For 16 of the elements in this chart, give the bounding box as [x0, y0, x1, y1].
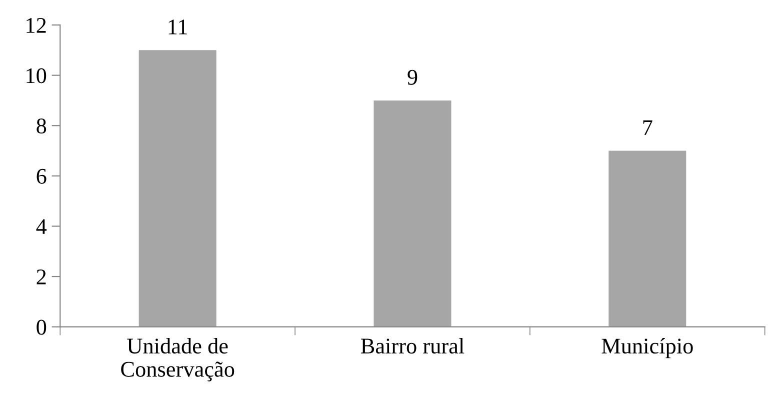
- y-tick-label: 12: [26, 18, 46, 33]
- data-label: 7: [643, 120, 652, 135]
- bar: [374, 100, 452, 327]
- data-label: 11: [168, 20, 187, 34]
- x-tick-label: Município: [602, 338, 693, 358]
- y-tick-label: 4: [36, 219, 47, 234]
- y-tick-label: 6: [36, 168, 46, 184]
- bar: [138, 50, 216, 327]
- y-tick-label: 8: [36, 118, 46, 134]
- y-tick-label: 10: [26, 68, 46, 84]
- x-tick-label: Bairro rural: [360, 338, 464, 354]
- y-tick-label: 2: [36, 270, 46, 284]
- bar: [608, 150, 686, 327]
- y-tick-label: 0: [36, 320, 46, 335]
- x-tick-label: Unidade de Conservação: [121, 338, 234, 382]
- data-label: 9: [408, 70, 418, 85]
